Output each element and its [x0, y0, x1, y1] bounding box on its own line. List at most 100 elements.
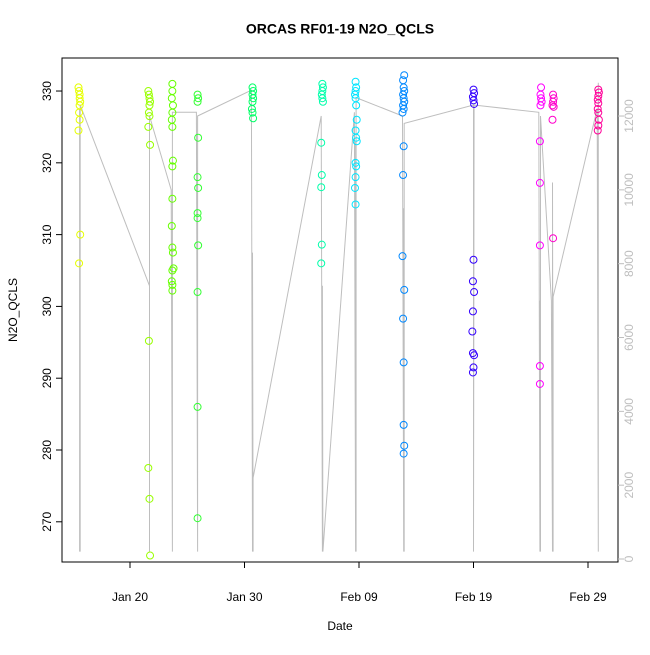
data-point — [146, 140, 155, 149]
data-point — [75, 108, 84, 117]
data-point — [399, 449, 408, 458]
x-tick-label: Jan 30 — [226, 590, 262, 604]
data-point — [593, 95, 602, 104]
data-point — [470, 351, 479, 360]
data-point — [317, 138, 326, 147]
y2-tick-label: 10000 — [622, 173, 636, 207]
data-point — [535, 137, 544, 146]
y-tick-label: 330 — [40, 81, 54, 101]
data-point — [535, 241, 544, 250]
data-point — [594, 121, 603, 130]
y-tick-label: 310 — [40, 224, 54, 244]
x-tick-label: Feb 09 — [340, 590, 378, 604]
data-point — [594, 99, 603, 108]
data-point — [549, 97, 558, 106]
data-point — [193, 402, 202, 411]
data-point — [168, 194, 177, 203]
data-point — [75, 115, 84, 124]
data-point — [352, 101, 361, 110]
y-axis-label: N2O_QCLS — [6, 278, 20, 342]
data-point — [193, 209, 202, 218]
data-point — [318, 97, 327, 106]
data-point — [399, 171, 408, 180]
data-point — [146, 551, 155, 560]
data-point — [400, 71, 409, 80]
data-point — [145, 494, 154, 503]
data-point — [351, 77, 360, 86]
data-point — [352, 162, 361, 171]
data-point — [249, 114, 258, 123]
plot-box — [61, 57, 619, 563]
data-point — [469, 363, 478, 372]
x-tick-label: Feb 29 — [569, 590, 607, 604]
x-axis-label: Date — [327, 619, 353, 633]
data-point — [144, 336, 153, 345]
data-point — [399, 358, 408, 367]
data-point — [194, 133, 203, 142]
data-point — [468, 368, 477, 377]
data-point — [249, 94, 258, 103]
data-point — [351, 200, 360, 209]
data-point — [168, 87, 177, 96]
data-point — [317, 183, 326, 192]
data-point — [168, 79, 177, 88]
data-point — [469, 255, 478, 264]
data-point — [193, 173, 202, 182]
data-point — [548, 101, 557, 110]
data-point — [594, 85, 603, 94]
y-tick-label: 270 — [40, 511, 54, 531]
data-point — [400, 441, 409, 450]
data-point — [76, 97, 85, 106]
data-point — [168, 280, 177, 289]
data-point — [351, 173, 360, 182]
data-point — [399, 142, 408, 151]
y2-tick-label: 2000 — [622, 472, 636, 499]
data-point — [535, 178, 544, 187]
data-point — [168, 266, 177, 275]
data-point — [469, 96, 478, 105]
y-tick-label: 320 — [40, 152, 54, 172]
y2-tick-label: 0 — [622, 555, 636, 562]
data-point — [351, 158, 360, 167]
data-point — [548, 115, 557, 124]
data-point — [317, 259, 326, 268]
data-point — [167, 277, 176, 286]
data-point — [167, 222, 176, 230]
data-point — [398, 252, 407, 261]
data-point — [194, 94, 203, 103]
data-point — [536, 101, 545, 110]
data-point — [168, 101, 177, 110]
data-point — [468, 327, 477, 336]
data-point — [398, 108, 407, 117]
x-tick-label: Feb 19 — [455, 590, 493, 604]
data-point — [193, 214, 202, 223]
data-point — [470, 288, 479, 297]
data-point — [468, 277, 477, 286]
chart-title: ORCAS RF01-19 N2O_QCLS — [246, 21, 434, 37]
data-point — [549, 234, 558, 243]
x-tick-label: Jan 20 — [112, 590, 148, 604]
data-point — [145, 112, 154, 121]
data-point — [193, 288, 202, 297]
data-point — [74, 126, 83, 135]
data-point — [352, 137, 361, 146]
y2-tick-label: 6000 — [622, 324, 636, 351]
data-point — [399, 76, 408, 85]
y2-tick-label: 8000 — [622, 250, 636, 277]
data-point — [146, 97, 155, 106]
data-point — [399, 314, 408, 323]
data-point — [549, 102, 558, 111]
data-point — [75, 259, 84, 268]
data-point — [535, 362, 544, 370]
data-point — [167, 94, 176, 103]
data-point — [194, 241, 203, 250]
data-point — [168, 248, 177, 257]
data-point — [167, 115, 176, 124]
data-point — [144, 122, 153, 131]
data-point — [317, 171, 326, 180]
data-point — [144, 108, 153, 117]
data-point — [248, 108, 257, 117]
data-point — [168, 156, 177, 165]
y2-tick-label: 12000 — [622, 99, 636, 133]
